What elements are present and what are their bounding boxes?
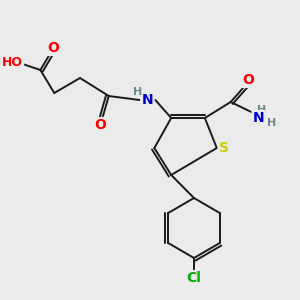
Text: H: H: [133, 87, 142, 97]
Text: O: O: [242, 73, 254, 87]
Text: H: H: [257, 105, 267, 115]
Text: N: N: [253, 111, 264, 125]
Text: S: S: [219, 141, 229, 155]
Text: N: N: [142, 93, 153, 107]
Text: H: H: [267, 118, 277, 128]
Text: Cl: Cl: [187, 271, 201, 285]
Text: O: O: [47, 41, 59, 55]
Text: HO: HO: [2, 56, 23, 68]
Text: O: O: [94, 118, 106, 132]
